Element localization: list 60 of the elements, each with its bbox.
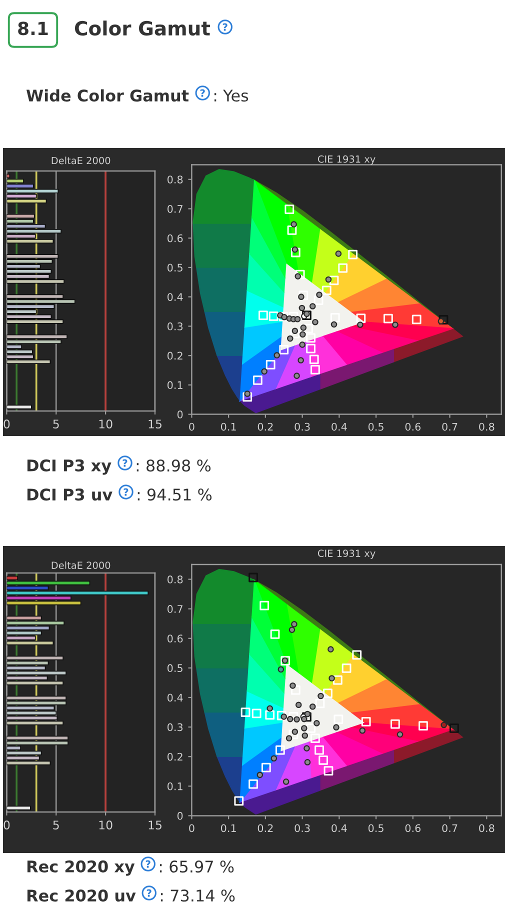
x-tick-label: 0.3 (294, 422, 310, 431)
text: Rec 2020 uv (27, 890, 136, 902)
y-tick-label: 0.3 (167, 723, 183, 732)
x-tick-label: 0.2 (258, 422, 273, 431)
y-tick-label: 0.6 (167, 634, 183, 642)
x-tick-label: 0.2 (258, 824, 273, 832)
text: Rec 2020 xy (27, 860, 135, 876)
text: Wide Color Gamut (26, 89, 189, 102)
y-tick-label: 0.8 (167, 176, 183, 184)
y-tick-label: 0.1 (167, 782, 182, 790)
y-tick-label: 0.2 (167, 752, 182, 761)
x-tick-label: 10 (99, 820, 112, 830)
text: : 88.98 % (136, 460, 211, 472)
x-tick-label: 0 (189, 422, 194, 431)
chart-title: DeltaE 2000 (52, 156, 110, 164)
y-tick-label: 0.7 (167, 605, 182, 613)
x-tick-label: 0.1 (220, 422, 236, 431)
x-tick-label: 0.5 (368, 422, 384, 431)
x-tick-label: 0.8 (479, 824, 494, 832)
x-tick-label: 5 (53, 820, 59, 830)
y-tick-label: 0.2 (167, 352, 182, 360)
chart-title: CIE 1931 xy (318, 550, 376, 559)
text: : 65.97 % (160, 860, 234, 873)
y-tick-label: 0.7 (167, 204, 182, 213)
x-tick-label: 0.7 (442, 824, 458, 832)
text: DCI P3 xy (27, 459, 112, 475)
x-tick-label: 0 (4, 420, 10, 428)
x-tick-label: 0.4 (332, 824, 347, 832)
y-tick-label: 0 (177, 410, 183, 418)
y-tick-label: 0.3 (167, 322, 183, 330)
y-tick-label: 0.1 (167, 381, 182, 390)
y-tick-label: 0.5 (167, 264, 182, 272)
y-tick-label: 0.5 (167, 664, 182, 672)
x-tick-label: 0 (4, 820, 10, 830)
chart-title: DeltaE 2000 (52, 561, 110, 569)
x-tick-label: 10 (99, 420, 112, 428)
x-tick-label: 0.5 (368, 824, 384, 832)
text: DCI P3 uv (27, 488, 112, 501)
text: Color Gamut (74, 20, 210, 36)
x-tick-label: 0.1 (220, 824, 236, 832)
y-tick-label: 0 (177, 812, 183, 820)
text: 8.1 (18, 22, 48, 36)
y-tick-label: 0.8 (167, 576, 183, 584)
x-tick-label: 15 (148, 820, 162, 830)
y-tick-label: 0.4 (167, 293, 183, 301)
x-tick-label: 0.4 (332, 422, 347, 431)
text: : 94.51 % (138, 488, 212, 501)
x-tick-label: 15 (148, 420, 162, 428)
x-tick-label: 5 (53, 420, 59, 428)
text: : Yes (214, 90, 248, 102)
x-tick-label: 0 (189, 824, 194, 832)
x-tick-label: 0.6 (405, 824, 421, 832)
x-tick-label: 0.7 (442, 422, 458, 431)
x-tick-label: 0.3 (294, 824, 310, 832)
text: : 73.14 % (160, 890, 235, 902)
x-tick-label: 0.6 (405, 422, 421, 431)
y-tick-label: 0.4 (167, 694, 183, 702)
y-tick-label: 0.6 (167, 234, 183, 242)
x-tick-label: 0.8 (479, 422, 494, 431)
chart-title: CIE 1931 xy (318, 155, 376, 165)
